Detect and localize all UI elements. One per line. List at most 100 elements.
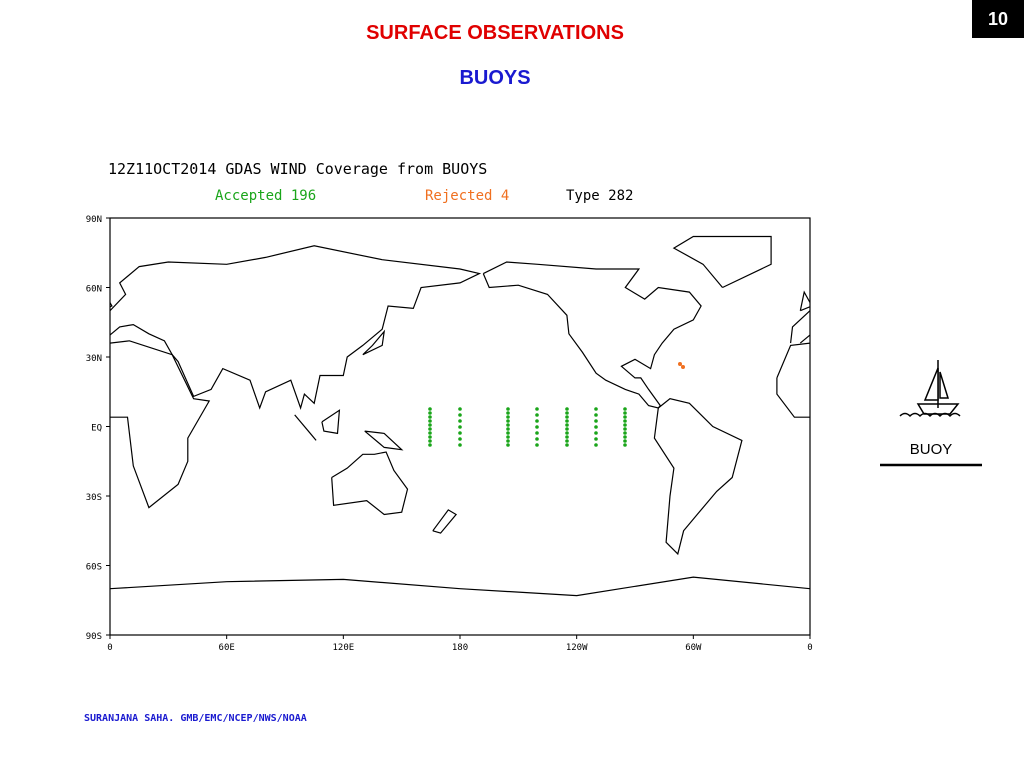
lat-label: 60S xyxy=(86,563,102,573)
accepted-buoy xyxy=(506,419,510,423)
lon-label: 0 xyxy=(807,643,812,653)
accepted-buoy xyxy=(428,415,432,419)
lat-label: 90N xyxy=(86,215,102,225)
accepted-buoy xyxy=(594,413,598,417)
coastline xyxy=(364,430,404,451)
accepted-buoy xyxy=(594,443,598,447)
coastlines xyxy=(0,235,1016,597)
accepted-buoy xyxy=(565,415,569,419)
accepted-buoy xyxy=(565,427,569,431)
coastline xyxy=(776,342,810,418)
coastline xyxy=(653,398,743,556)
lat-label: 60N xyxy=(86,285,102,295)
coastline xyxy=(0,262,1,408)
accepted-buoy xyxy=(594,419,598,423)
accepted-buoy xyxy=(623,427,627,431)
accepted-buoy xyxy=(506,415,510,419)
rejected-buoy xyxy=(681,365,685,369)
accepted-buoy xyxy=(623,435,627,439)
accepted-buoy xyxy=(535,431,539,435)
footer: SURANJANA SAHA. GMB/EMC/NCEP/NWS/NOAA xyxy=(84,713,307,724)
accepted-buoy xyxy=(623,419,627,423)
accepted-buoy xyxy=(428,431,432,435)
coastline xyxy=(672,235,772,289)
lon-label: 180 xyxy=(452,643,468,653)
accepted-buoy xyxy=(565,411,569,415)
accepted-buoy xyxy=(506,411,510,415)
accepted-buoy xyxy=(535,437,539,441)
coastline xyxy=(432,509,458,534)
accepted-buoy xyxy=(594,431,598,435)
coastline xyxy=(459,576,810,597)
icon-label: BUOY xyxy=(910,441,953,458)
coastline xyxy=(0,399,42,554)
accepted-buoy xyxy=(506,407,510,411)
accepted-buoy xyxy=(458,425,462,429)
coastline xyxy=(799,290,810,312)
coastline xyxy=(362,329,386,356)
coastline xyxy=(110,578,461,590)
map-title: 12Z11OCT2014 GDAS WIND Coverage from BUO… xyxy=(108,160,487,178)
lat-label: 30N xyxy=(86,354,102,364)
accepted-buoy xyxy=(623,423,627,427)
lat-label: 30S xyxy=(86,493,102,503)
accepted-buoy xyxy=(535,413,539,417)
accepted-buoy xyxy=(428,439,432,443)
type-label: Type 282 xyxy=(566,188,633,204)
accepted-buoy xyxy=(565,407,569,411)
subtitle: BUOYS xyxy=(459,67,530,89)
accepted-buoy xyxy=(565,435,569,439)
coastline xyxy=(995,415,1016,441)
coastline xyxy=(294,414,317,441)
accepted-buoy xyxy=(428,407,432,411)
accepted-buoy xyxy=(535,443,539,447)
lat-label: EQ xyxy=(91,424,102,434)
coastline xyxy=(321,409,341,435)
accepted-buoy xyxy=(428,419,432,423)
accepted-buoy xyxy=(428,411,432,415)
accepted-buoy xyxy=(565,419,569,423)
lon-label: 120W xyxy=(566,643,588,653)
accepted-buoy xyxy=(565,439,569,443)
accepted-buoy xyxy=(565,443,569,447)
accepted-buoy xyxy=(594,437,598,441)
accepted-buoy xyxy=(623,415,627,419)
accepted-buoy xyxy=(506,443,510,447)
accepted-buoy xyxy=(565,423,569,427)
accepted-buoy xyxy=(458,413,462,417)
buoy-observations xyxy=(428,362,685,447)
coastline xyxy=(0,237,71,288)
accepted-buoy xyxy=(458,407,462,411)
accepted-buoy xyxy=(623,439,627,443)
accepted-buoy xyxy=(594,425,598,429)
accepted-buoy xyxy=(623,411,627,415)
slide-number-box xyxy=(972,0,1024,38)
coastline xyxy=(482,261,702,409)
slide-number: 10 xyxy=(988,9,1008,29)
accepted-buoy xyxy=(535,425,539,429)
accepted-buoy xyxy=(506,431,510,435)
accepted-buoy xyxy=(428,427,432,431)
accepted-count: Accepted 196 xyxy=(215,188,316,204)
accepted-buoy xyxy=(623,443,627,447)
accepted-buoy xyxy=(623,407,627,411)
accepted-buoy xyxy=(535,419,539,423)
accepted-buoy xyxy=(506,439,510,443)
coastline xyxy=(790,309,810,344)
lat-label: 90S xyxy=(86,632,102,642)
lon-label: 120E xyxy=(332,643,354,653)
coastline xyxy=(331,451,409,516)
accepted-buoy xyxy=(458,419,462,423)
accepted-buoy xyxy=(428,443,432,447)
accepted-buoy xyxy=(565,431,569,435)
accepted-buoy xyxy=(506,427,510,431)
title: SURFACE OBSERVATIONS xyxy=(366,22,624,44)
lon-label: 60W xyxy=(685,643,702,653)
accepted-buoy xyxy=(594,407,598,411)
map-axes: 90N 60N 30N EQ 30S 60S 90S 0 60E 120E 180 120W 60W 0 xyxy=(86,215,813,653)
accepted-buoy xyxy=(535,407,539,411)
accepted-buoy xyxy=(458,443,462,447)
lon-label: 0 xyxy=(107,643,112,653)
accepted-buoy xyxy=(458,431,462,435)
